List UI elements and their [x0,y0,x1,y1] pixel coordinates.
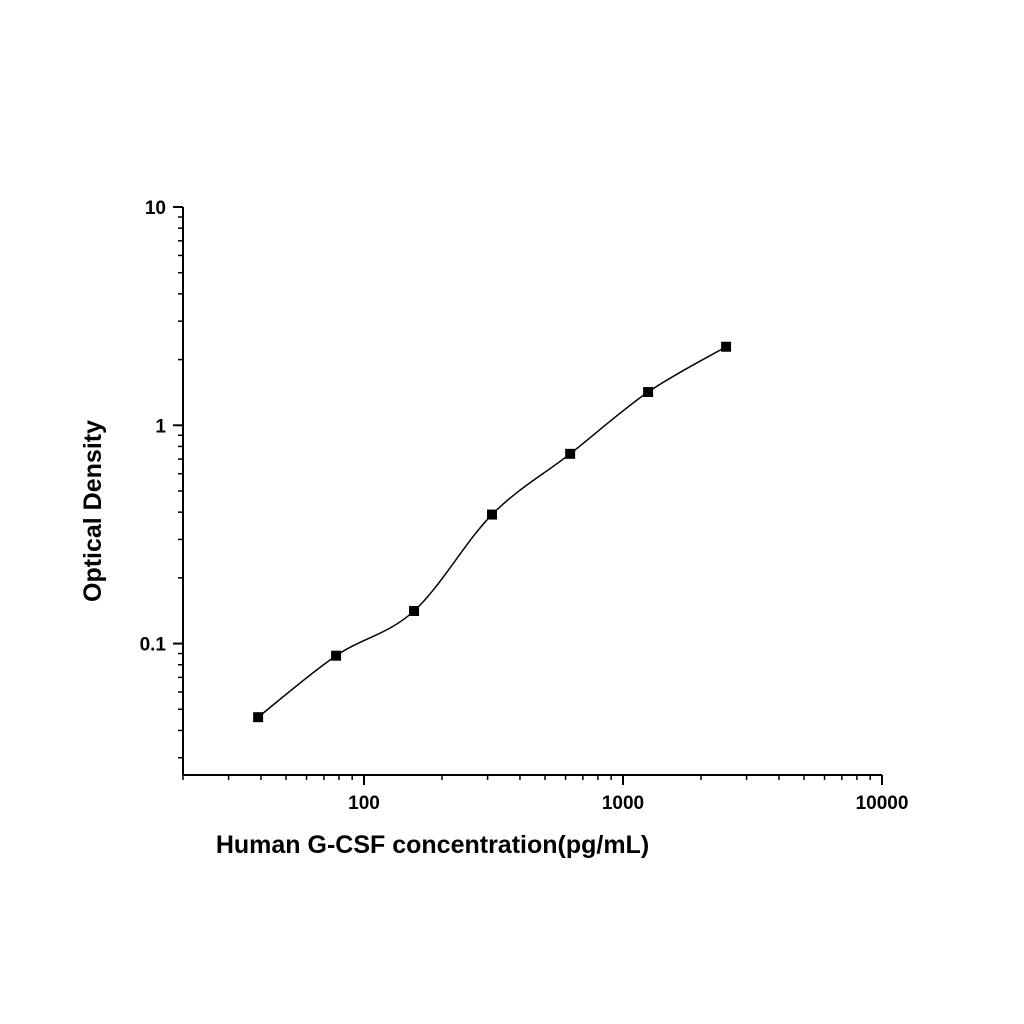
x-tick-label: 1000 [602,793,644,814]
x-tick-label: 10000 [856,793,909,814]
data-point [409,606,420,617]
y-axis-title: Optical Density [79,420,107,602]
data-point [331,650,342,661]
data-point [487,509,498,520]
data-points [253,341,732,723]
y-tick-label: 1 [155,416,166,437]
x-axis-ticks: 100 1000 10000 [182,775,909,814]
y-axis-ticks: 0.1 1 10 [140,198,183,759]
y-tick-label: 0.1 [140,635,167,656]
x-axis-title: Human G-CSF concentration(pg/mL) [216,831,649,859]
data-point [721,341,732,352]
axes [182,207,882,776]
data-point [253,712,264,723]
x-tick-label: 100 [348,793,380,814]
y-tick-label: 10 [145,198,166,219]
data-point [565,448,576,459]
fit-curve [257,346,727,718]
data-point [643,387,654,398]
